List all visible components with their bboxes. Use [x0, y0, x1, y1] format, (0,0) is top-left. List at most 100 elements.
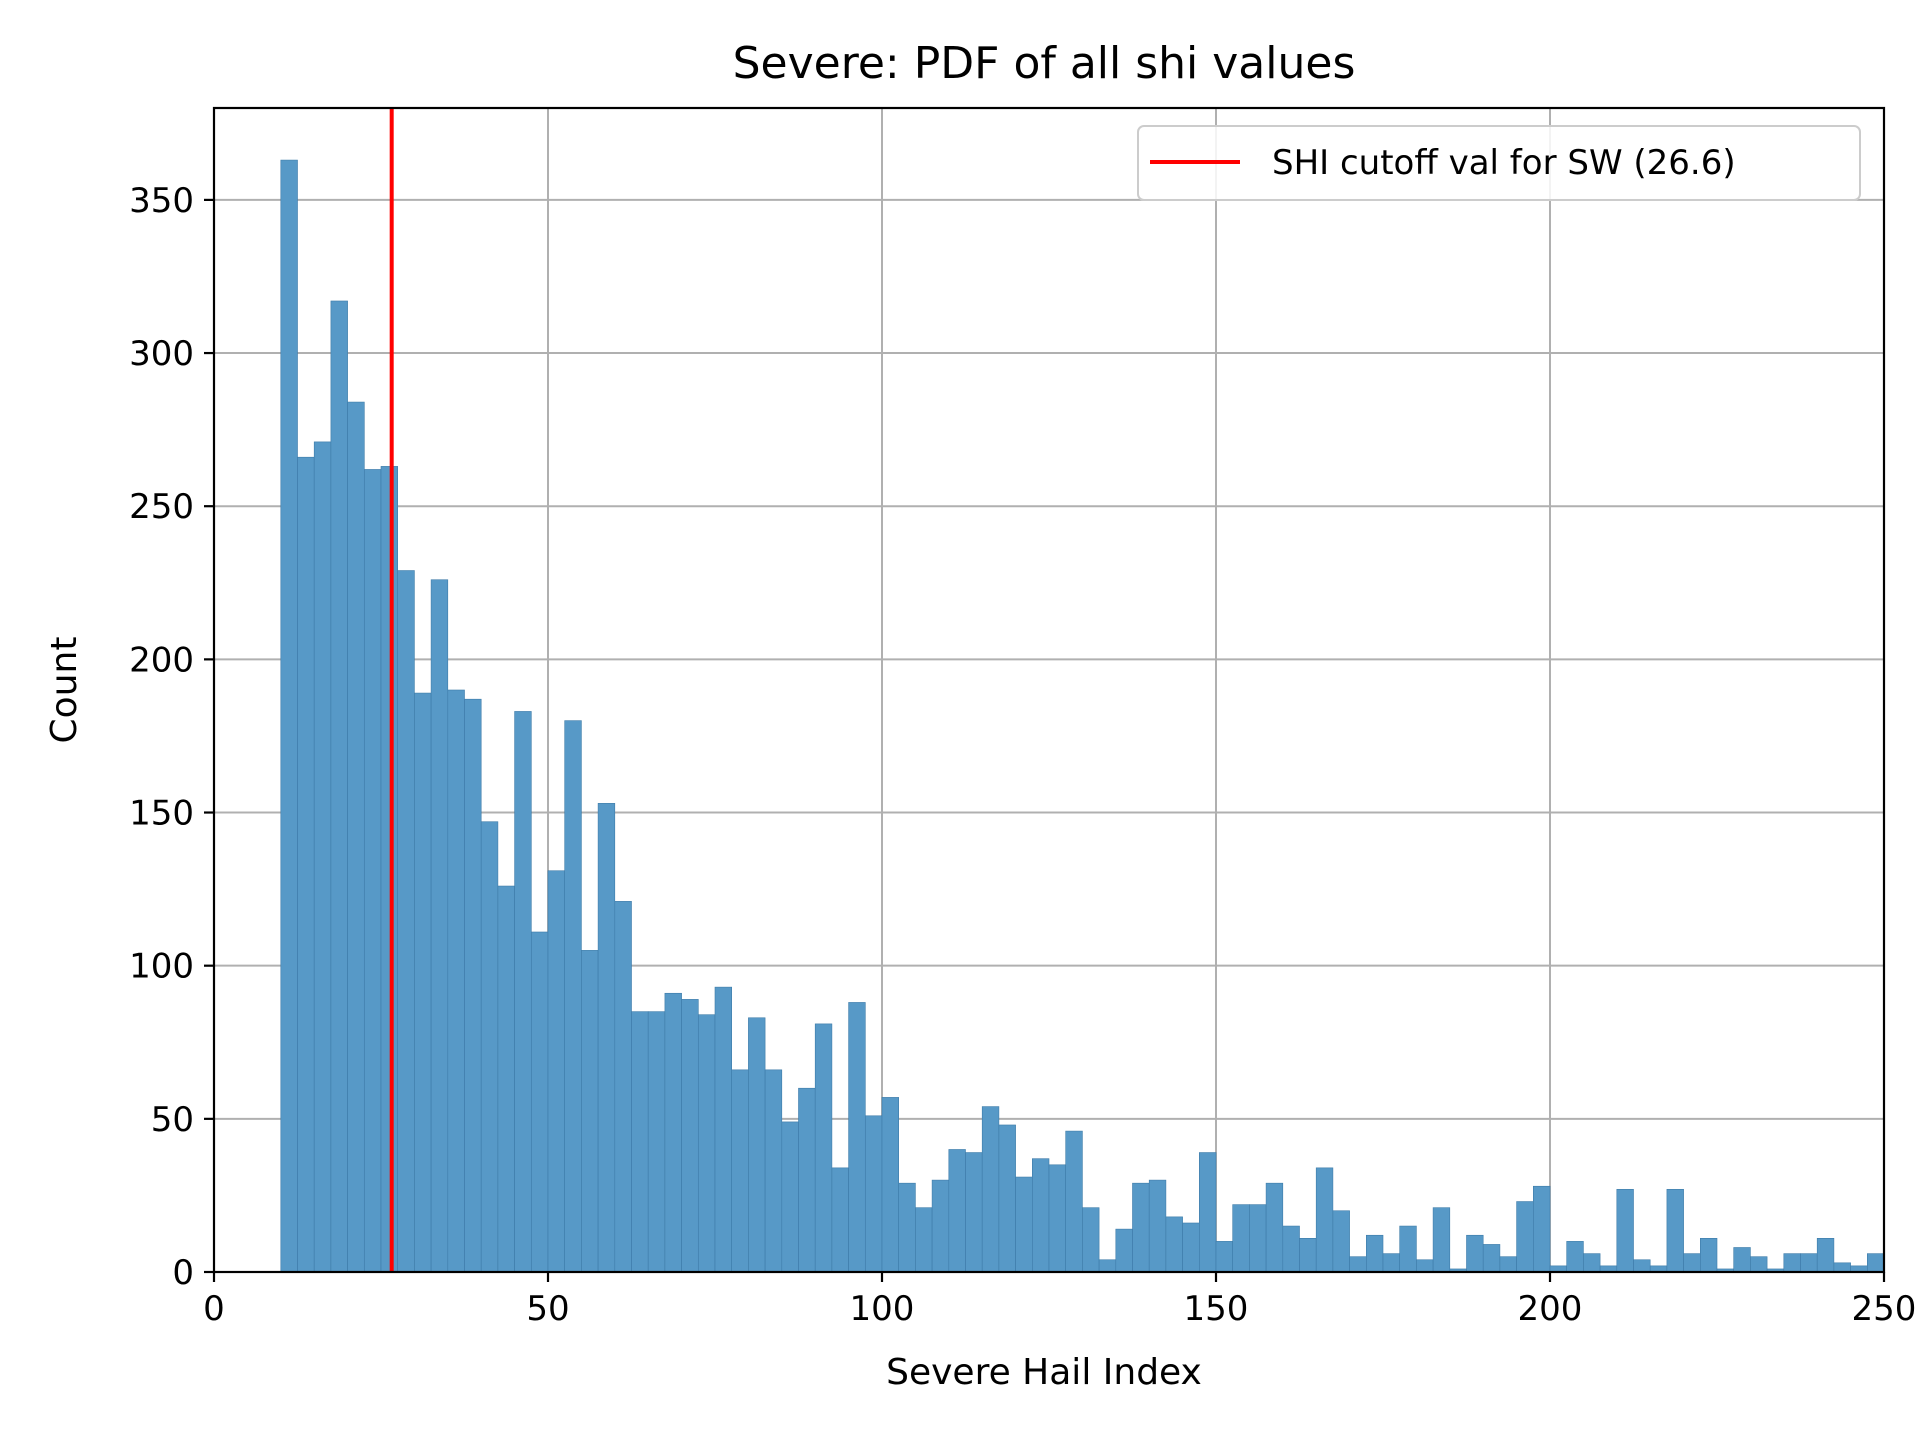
histogram-bar: [1516, 1201, 1534, 1273]
y-tick-label: 200: [129, 640, 194, 680]
histogram-bar: [1783, 1253, 1801, 1273]
histogram-bar: [297, 456, 315, 1273]
histogram-bar: [313, 441, 332, 1273]
histogram-bar: [1065, 1130, 1083, 1273]
histogram-bar: [514, 711, 532, 1273]
histogram-bar: [1633, 1259, 1651, 1273]
histogram-bar: [581, 950, 599, 1273]
histogram-bar: [1583, 1253, 1601, 1273]
histogram-bar: [1399, 1225, 1417, 1273]
histogram-bar: [1215, 1241, 1234, 1273]
histogram-bar: [697, 1014, 716, 1273]
chart-title: Severe: PDF of all shi values: [733, 38, 1356, 89]
histogram-bar: [1132, 1182, 1150, 1273]
histogram-bar: [1800, 1253, 1818, 1273]
histogram-bar: [1499, 1256, 1517, 1273]
histogram-bar: [380, 466, 399, 1273]
histogram-bar: [363, 469, 382, 1273]
x-tick-label: 150: [1184, 1289, 1249, 1329]
histogram-bar: [614, 901, 632, 1273]
histogram-bar: [1332, 1210, 1350, 1273]
y-tick-label: 50: [151, 1100, 194, 1140]
histogram-bar: [1182, 1222, 1200, 1273]
histogram-bar: [1482, 1244, 1501, 1273]
histogram-bar: [748, 1017, 766, 1273]
histogram-bar: [848, 1002, 866, 1273]
axes: 0 50 100 150 200 250 0 50 100 150 200 250 300 350: [129, 106, 1917, 1329]
histogram-bar: [1315, 1167, 1334, 1273]
histogram-bar: [1416, 1259, 1434, 1273]
histogram-bar: [1700, 1238, 1718, 1273]
histogram-bar: [1082, 1207, 1100, 1273]
histogram-bar: [814, 1023, 833, 1273]
x-tick-label: 100: [850, 1289, 915, 1329]
histogram-bar: [330, 300, 348, 1273]
histogram-bar: [1015, 1176, 1033, 1273]
histogram-bar: [631, 1011, 649, 1273]
histogram-bar: [1265, 1182, 1284, 1273]
x-axis-label: Severe Hail Index: [886, 1352, 1202, 1393]
histogram-bar: [1432, 1207, 1451, 1273]
histogram-bar: [1249, 1204, 1267, 1273]
histogram-bar: [280, 159, 298, 1273]
histogram-bar: [764, 1069, 783, 1273]
histogram-bar: [564, 720, 582, 1273]
histogram-bar: [647, 1011, 666, 1273]
y-tick-label: 100: [129, 947, 194, 987]
histogram-bar: [681, 999, 699, 1273]
y-tick-label: 0: [172, 1253, 194, 1293]
histogram-bar: [1098, 1259, 1117, 1273]
histogram-bar: [530, 931, 549, 1273]
histogram-bar: [915, 1207, 933, 1273]
histogram-bar: [1232, 1204, 1250, 1273]
histogram-bar: [464, 698, 482, 1273]
histogram-bar: [1533, 1185, 1551, 1273]
histogram-bar: [447, 689, 465, 1273]
histogram-bar: [1366, 1234, 1384, 1273]
y-tick-label: 300: [129, 334, 194, 374]
histogram-bar: [948, 1149, 966, 1273]
histogram-bar: [898, 1182, 916, 1273]
histogram-bar: [397, 570, 415, 1273]
legend-box: [1137, 125, 1861, 201]
y-tick-label: 350: [129, 181, 194, 221]
histogram-bar: [1199, 1152, 1217, 1273]
histogram-bar: [798, 1087, 816, 1273]
histogram-bar: [1750, 1256, 1768, 1273]
histogram-bar: [1148, 1179, 1167, 1273]
y-tick-label: 150: [129, 794, 194, 834]
histogram-bar: [1466, 1234, 1484, 1273]
histogram-bar: [1382, 1253, 1401, 1273]
y-tick-label: 250: [129, 487, 194, 527]
histogram-bar: [1115, 1228, 1133, 1273]
histogram-bar: [1349, 1256, 1367, 1273]
histogram-bar: [931, 1179, 950, 1273]
histogram-bar: [881, 1097, 900, 1273]
histogram-bar: [1666, 1188, 1684, 1273]
y-axis-label: Count: [44, 637, 85, 744]
x-tick-label: 0: [203, 1289, 225, 1329]
histogram-bar: [1733, 1247, 1751, 1273]
legend-entry-reference-line: SHI cutoff val for SW (26.6): [1272, 143, 1736, 183]
histogram-bar: [1683, 1253, 1701, 1273]
histogram-bar: [831, 1167, 849, 1273]
histogram-bar: [1048, 1164, 1067, 1273]
histogram-bar: [497, 885, 515, 1273]
histogram-bar: [347, 401, 365, 1273]
histogram-bar: [1282, 1225, 1300, 1273]
histogram-bar: [965, 1152, 983, 1273]
histogram-bar: [597, 803, 616, 1273]
histogram-bar: [781, 1121, 799, 1273]
histogram-bar: [430, 579, 449, 1273]
histogram-bar: [1833, 1262, 1851, 1273]
histogram-bar: [1816, 1238, 1835, 1273]
x-tick-label: 200: [1518, 1289, 1583, 1329]
x-tick-label: 50: [526, 1289, 569, 1329]
histogram-bar: [1566, 1241, 1584, 1273]
histogram-bar: [480, 821, 499, 1273]
legend: SHI cutoff val for SW (26.6): [1137, 125, 1861, 201]
histogram-bar: [714, 986, 733, 1273]
x-tick-label: 250: [1852, 1289, 1917, 1329]
